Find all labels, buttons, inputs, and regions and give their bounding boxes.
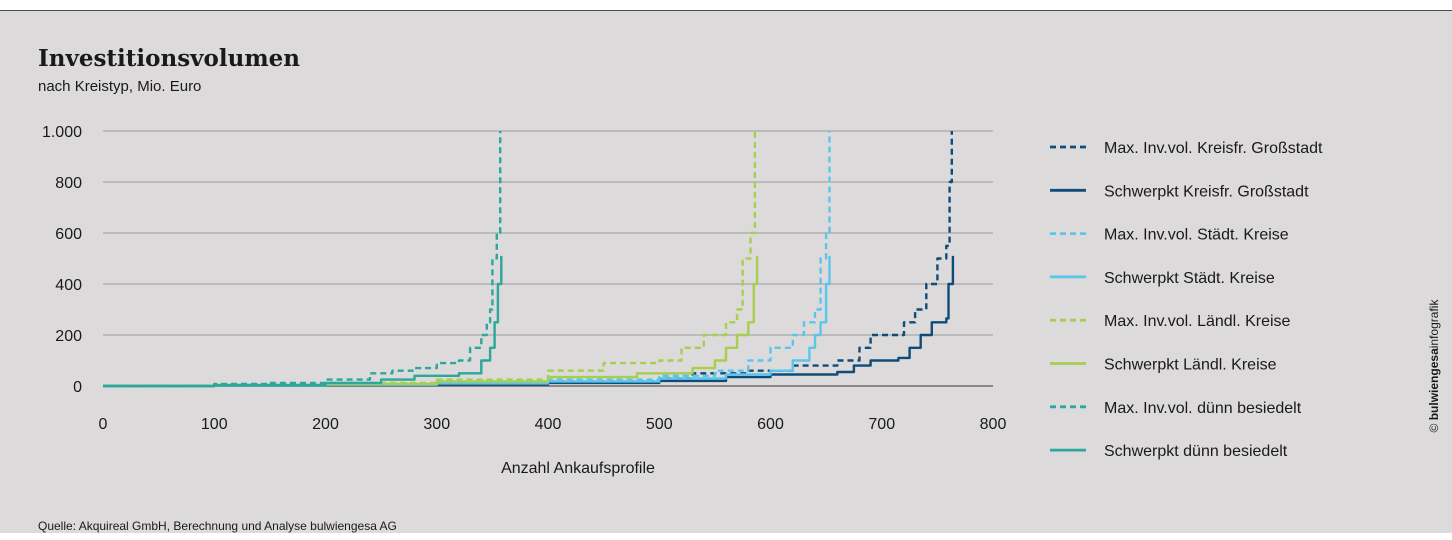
series-line (103, 255, 503, 388)
y-tick-label: 600 (55, 226, 82, 243)
series-line (103, 131, 953, 388)
legend-label: Max. Inv.vol. Ländl. Kreise (1104, 313, 1291, 330)
legend-label: Max. Inv.vol. Kreisfr. Großstadt (1104, 140, 1323, 157)
chart-title: Investitionsvolumen (38, 45, 301, 72)
series-line (103, 131, 831, 388)
series-line (103, 131, 502, 388)
x-tick-label: 800 (980, 416, 1007, 433)
series-lines (103, 131, 955, 388)
y-tick-label: 800 (55, 175, 82, 192)
series-line (103, 131, 757, 388)
gridlines (103, 130, 993, 336)
y-tick-label: 1.000 (42, 124, 82, 141)
source-note: Quelle: Akquireal GmbH, Berechnung und A… (38, 519, 397, 533)
x-tick-label: 0 (99, 416, 108, 433)
legend-label: Max. Inv.vol. dünn besiedelt (1104, 400, 1302, 417)
x-tick-label: 700 (868, 416, 895, 433)
x-axis-label: Anzahl Ankaufsprofile (501, 460, 655, 477)
legend-label: Schwerpkt Städt. Kreise (1104, 270, 1275, 287)
chart-subtitle: nach Kreistyp, Mio. Euro (38, 78, 202, 95)
x-tick-label: 200 (312, 416, 339, 433)
y-axis-ticks: 0 200 400 600 800 1.000 (42, 124, 82, 396)
legend-label: Max. Inv.vol. Städt. Kreise (1104, 227, 1289, 244)
series-line (103, 255, 759, 388)
x-tick-label: 500 (646, 416, 673, 433)
legend-label: Schwerpkt Ländl. Kreise (1104, 357, 1277, 374)
x-axis-ticks: 0 100 200 300 400 500 600 700 800 (99, 416, 1007, 433)
series-line (103, 255, 831, 388)
legend-label: Schwerpkt Kreisfr. Großstadt (1104, 183, 1309, 200)
x-tick-label: 400 (535, 416, 562, 433)
legend: Max. Inv.vol. Kreisfr. Großstadt Schwerpk… (1050, 140, 1323, 460)
y-tick-label: 400 (55, 277, 82, 294)
y-tick-label: 0 (73, 379, 82, 396)
y-tick-label: 200 (55, 328, 82, 345)
legend-label: Schwerpkt dünn besiedelt (1104, 443, 1288, 460)
x-tick-label: 100 (201, 416, 228, 433)
x-tick-label: 300 (423, 416, 450, 433)
infographic-panel: Investitionsvolumen nach Kreistyp, Mio. … (0, 10, 1452, 533)
x-tick-label: 600 (757, 416, 784, 433)
